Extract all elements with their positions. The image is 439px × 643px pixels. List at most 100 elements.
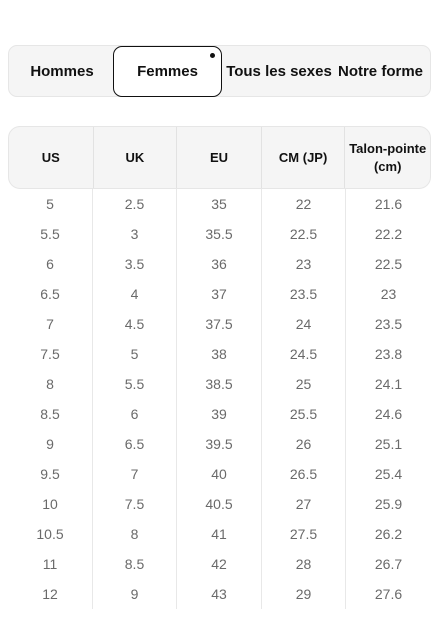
selected-dot-icon: [210, 53, 215, 58]
table-cell: 35.5: [177, 219, 262, 249]
table-cell: 7.5: [93, 489, 177, 519]
table-cell: 29: [262, 579, 346, 609]
table-cell: 26.7: [374, 556, 403, 572]
table-cell: 24.1: [374, 376, 403, 392]
size-chart-table: US UK EU CM (JP) Talon-pointe (cm) 5 2.5 3…: [8, 126, 431, 609]
table-cell: 6.5: [8, 279, 93, 309]
gender-tabs: Hommes Femmes Tous les sexes Notre forme: [8, 45, 431, 97]
table-cell: 22: [262, 189, 346, 219]
table-cell: 7.5: [8, 339, 93, 369]
table-row: 9.5 7 40 26.5 25.4: [8, 459, 431, 489]
table-cell: 39.5: [177, 429, 262, 459]
tab-label: Hommes: [30, 62, 94, 80]
tab-label: Tous les sexes: [226, 62, 332, 80]
tab-tous-les-sexes[interactable]: Tous les sexes: [222, 46, 336, 96]
column-header-eu: EU: [177, 127, 262, 188]
table-cell: 5: [8, 189, 93, 219]
table-cell: 27.6: [374, 586, 403, 602]
table-cell: 6: [93, 399, 177, 429]
table-cell: 23.5: [262, 279, 346, 309]
table-row: 5 2.5 35 22 21.6: [8, 189, 431, 219]
table-row: 8.5 6 39 25.5 24.6: [8, 399, 431, 429]
column-header-cm-jp: CM (JP): [262, 127, 346, 188]
table-cell: 25.1: [374, 436, 403, 452]
table-cell: 22.2: [374, 226, 403, 242]
tab-notre-forme[interactable]: Notre forme: [329, 46, 432, 96]
tab-label: Notre forme: [337, 62, 423, 80]
table-cell: 3.5: [93, 249, 177, 279]
table-row: 12 9 43 29 27.6: [8, 579, 431, 609]
table-cell: 8: [8, 369, 93, 399]
table-cell: 5: [93, 339, 177, 369]
table-row: 9 6.5 39.5 26 25.1: [8, 429, 431, 459]
table-cell: 27: [262, 489, 346, 519]
table-cell: 25.4: [374, 466, 403, 482]
table-row: 6.5 4 37 23.5 23: [8, 279, 431, 309]
table-body: 5 2.5 35 22 21.6 5.5 3 35.5 22.5 22.2 6 3.5 36 23 22.5…: [8, 189, 431, 609]
column-header-uk: UK: [94, 127, 178, 188]
table-cell: 2.5: [93, 189, 177, 219]
tab-femmes[interactable]: Femmes: [113, 46, 222, 97]
table-cell: 37: [177, 279, 262, 309]
table-cell: 38.5: [177, 369, 262, 399]
table-cell: 26.2: [374, 526, 403, 542]
table-cell: 24.6: [374, 406, 403, 422]
table-cell: 36: [177, 249, 262, 279]
tab-hommes[interactable]: Hommes: [9, 46, 115, 96]
table-cell: 21.6: [374, 196, 403, 212]
table-cell: 41: [177, 519, 262, 549]
table-row: 7.5 5 38 24.5 23.8: [8, 339, 431, 369]
table-cell: 37.5: [177, 309, 262, 339]
table-cell: 9: [93, 579, 177, 609]
table-cell: 6.5: [93, 429, 177, 459]
tab-label: Femmes: [137, 63, 198, 80]
table-cell: 40.5: [177, 489, 262, 519]
table-cell: 5.5: [8, 219, 93, 249]
table-cell: 3: [93, 219, 177, 249]
column-header-talon-pointe: Talon-pointe (cm): [349, 140, 427, 174]
table-row: 11 8.5 42 28 26.7: [8, 549, 431, 579]
table-cell: 8.5: [8, 399, 93, 429]
table-cell: 26: [262, 429, 346, 459]
table-cell: 7: [8, 309, 93, 339]
table-cell: 7: [93, 459, 177, 489]
column-header-us: US: [9, 127, 94, 188]
table-cell: 4.5: [93, 309, 177, 339]
table-cell: 22.5: [374, 256, 403, 272]
table-row: 10.5 8 41 27.5 26.2: [8, 519, 431, 549]
table-cell: 23.8: [374, 346, 403, 362]
table-cell: 25: [262, 369, 346, 399]
table-cell: 10.5: [8, 519, 93, 549]
table-cell: 24: [262, 309, 346, 339]
table-cell: 35: [177, 189, 262, 219]
table-header: US UK EU CM (JP) Talon-pointe (cm): [8, 126, 431, 189]
table-cell: 9.5: [8, 459, 93, 489]
table-cell: 23: [380, 286, 397, 302]
table-cell: 5.5: [93, 369, 177, 399]
table-cell: 11: [8, 549, 93, 579]
table-cell: 38: [177, 339, 262, 369]
table-cell: 24.5: [262, 339, 346, 369]
table-cell: 27.5: [262, 519, 346, 549]
table-cell: 6: [8, 249, 93, 279]
table-cell: 25.9: [374, 496, 403, 512]
table-cell: 28: [262, 549, 346, 579]
table-row: 5.5 3 35.5 22.5 22.2: [8, 219, 431, 249]
table-cell: 4: [93, 279, 177, 309]
table-cell: 9: [8, 429, 93, 459]
table-cell: 8.5: [93, 549, 177, 579]
table-cell: 12: [8, 579, 93, 609]
table-cell: 25.5: [262, 399, 346, 429]
table-cell: 39: [177, 399, 262, 429]
table-cell: 23: [262, 249, 346, 279]
table-cell: 43: [177, 579, 262, 609]
table-cell: 40: [177, 459, 262, 489]
table-row: 10 7.5 40.5 27 25.9: [8, 489, 431, 519]
table-cell: 23.5: [374, 316, 403, 332]
table-row: 8 5.5 38.5 25 24.1: [8, 369, 431, 399]
table-cell: 22.5: [262, 219, 346, 249]
table-cell: 10: [8, 489, 93, 519]
table-row: 6 3.5 36 23 22.5: [8, 249, 431, 279]
table-row: 7 4.5 37.5 24 23.5: [8, 309, 431, 339]
table-cell: 42: [177, 549, 262, 579]
